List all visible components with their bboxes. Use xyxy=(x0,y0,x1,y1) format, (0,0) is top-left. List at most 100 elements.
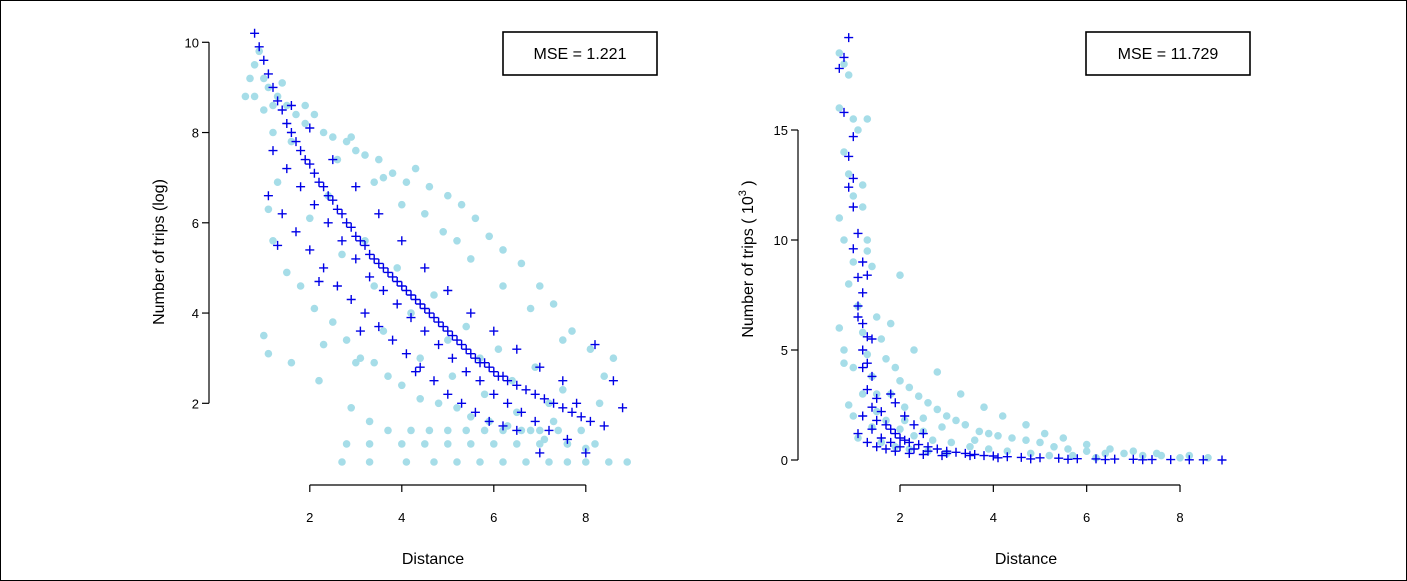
y-axis-label: Number of trips (log) xyxy=(151,179,168,325)
predicted-point xyxy=(844,151,854,161)
observed-point xyxy=(306,214,314,223)
x-tick-label: 4 xyxy=(990,510,997,525)
observed-point xyxy=(559,386,567,394)
observed-point xyxy=(430,291,438,299)
observed-point xyxy=(448,372,457,381)
predicted-point xyxy=(443,389,453,399)
observed-point xyxy=(370,178,379,186)
observed-point xyxy=(517,426,526,435)
predicted-point xyxy=(590,340,600,350)
x-tick-label: 8 xyxy=(582,510,589,525)
predicted-point xyxy=(466,349,476,359)
observed-point xyxy=(250,61,259,69)
predicted-point xyxy=(388,272,398,282)
predicted-point xyxy=(277,105,287,115)
left-scatter-panel: 2 4 6 8 2 4 6 8 10 MSE = 1.221 Distance Number o… xyxy=(151,28,658,568)
observed-point xyxy=(1082,447,1091,456)
predicted-point xyxy=(314,277,324,286)
observed-point xyxy=(421,440,429,448)
y-axis-label-exponent: 3 xyxy=(737,190,749,196)
predicted-point xyxy=(401,286,411,295)
mse-legend: MSE = 1.221 xyxy=(502,31,658,76)
predicted-point xyxy=(862,270,872,280)
predicted-point xyxy=(844,33,854,43)
observed-point xyxy=(531,363,539,372)
predicted-point xyxy=(853,272,863,282)
observed-point xyxy=(499,282,507,290)
observed-point xyxy=(264,205,273,214)
observed-point xyxy=(379,327,388,335)
observed-point xyxy=(559,336,567,344)
observed-point xyxy=(844,170,853,178)
observed-point xyxy=(352,146,360,155)
predicted-point xyxy=(466,308,476,318)
observed-point xyxy=(260,331,268,340)
observed-point xyxy=(938,423,946,431)
predicted-point xyxy=(886,437,896,447)
predicted-point xyxy=(1026,454,1036,464)
observed-point xyxy=(966,443,974,451)
observed-point xyxy=(273,178,282,186)
right-scatter-panel: 2 4 6 8 0 5 10 15 MSE = 11.729 Distance Number … xyxy=(737,31,1251,568)
predicted-point xyxy=(429,313,439,323)
predicted-point xyxy=(909,444,919,454)
predicted-point xyxy=(480,358,490,368)
predicted-point xyxy=(489,367,499,377)
observed-point xyxy=(605,458,613,466)
observed-point xyxy=(882,355,890,363)
observed-point xyxy=(840,60,848,68)
observed-point xyxy=(370,282,379,290)
predicted-point xyxy=(516,407,526,417)
observed-point xyxy=(425,182,434,191)
predicted-point xyxy=(942,448,952,458)
predicted-point xyxy=(291,227,301,237)
observed-point xyxy=(849,258,858,266)
predicted-point xyxy=(881,420,891,430)
observed-point xyxy=(849,115,858,123)
predicted-point xyxy=(535,448,545,458)
predicted-point xyxy=(259,55,269,65)
observed-point xyxy=(310,304,319,313)
observed-point xyxy=(444,336,452,344)
predicted-point xyxy=(457,398,467,408)
predicted-point xyxy=(498,371,508,381)
predicted-point xyxy=(268,82,278,92)
observed-point xyxy=(499,246,507,254)
observed-point xyxy=(384,426,392,435)
observed-point xyxy=(434,399,443,408)
observed-point xyxy=(896,271,904,280)
observed-point xyxy=(844,280,853,288)
predicted-point xyxy=(1184,455,1194,465)
predicted-point xyxy=(979,451,989,461)
observed-point xyxy=(868,262,876,271)
predicted-point xyxy=(1063,454,1073,464)
observed-point xyxy=(1036,438,1044,447)
predicted-point xyxy=(895,433,905,443)
predicted-point xyxy=(848,173,858,183)
predicted-point xyxy=(960,448,970,458)
predicted-point xyxy=(858,363,868,373)
predicted-point xyxy=(461,344,471,354)
predicted-point xyxy=(848,244,858,254)
x-tick-label: 2 xyxy=(896,510,903,525)
predicted-point xyxy=(1100,455,1110,465)
axes: 2 4 6 8 2 4 6 8 10 xyxy=(185,35,590,525)
predicted-point xyxy=(268,146,278,156)
observed-point xyxy=(549,300,558,308)
y-axis-label-end: ) xyxy=(740,180,757,190)
observed-point xyxy=(933,368,942,376)
observed-point xyxy=(891,363,900,372)
observed-point xyxy=(338,250,346,259)
observed-point xyxy=(301,101,310,110)
predicted-point xyxy=(337,236,347,246)
predicted-point xyxy=(424,308,434,318)
predicted-point xyxy=(484,416,494,426)
predicted-point xyxy=(867,402,877,412)
observed-point xyxy=(393,264,402,272)
predicted-point xyxy=(867,424,877,434)
observed-point xyxy=(1068,451,1077,460)
predicted-point xyxy=(853,228,863,238)
observed-point xyxy=(582,458,590,466)
predicted-point xyxy=(461,367,471,377)
predicted-point xyxy=(895,442,905,452)
